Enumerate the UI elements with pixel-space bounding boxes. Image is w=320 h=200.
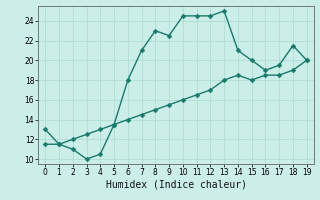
X-axis label: Humidex (Indice chaleur): Humidex (Indice chaleur) xyxy=(106,180,246,190)
